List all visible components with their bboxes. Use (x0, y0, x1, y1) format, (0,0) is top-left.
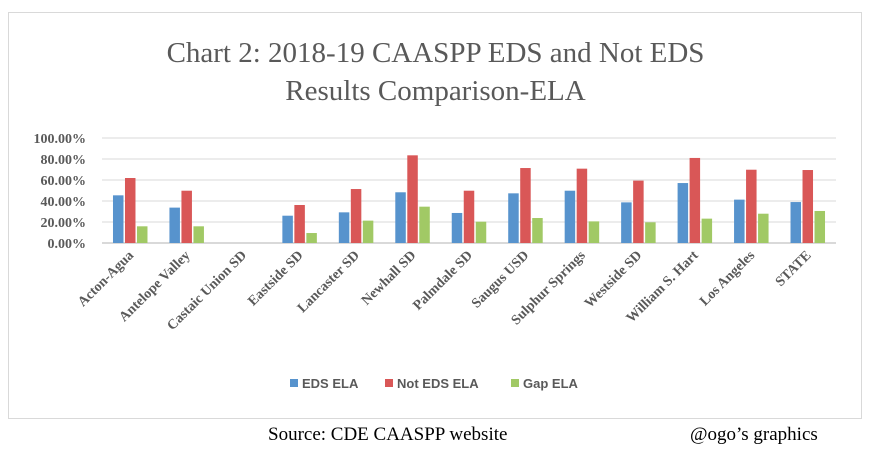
legend-label: EDS ELA (302, 376, 359, 391)
y-tick-label: 60.00% (41, 174, 87, 189)
bar-gap-ela (645, 222, 656, 243)
legend-swatch (290, 379, 298, 387)
bar-gap-ela (814, 210, 826, 243)
y-tick-label: 20.00% (41, 216, 87, 231)
bar-eds-ela (790, 202, 802, 243)
bar-eds-ela (564, 190, 576, 243)
chart-title: Chart 2: 2018-19 CAASPP EDS and Not EDS … (0, 34, 871, 110)
bar-gap-ela (362, 220, 374, 243)
bar-eds-ela (677, 183, 689, 243)
credit-note: @ogo’s graphics (690, 424, 818, 445)
bar-not-eds-ela (294, 204, 305, 243)
y-tick-label: 100.00% (34, 132, 87, 147)
x-tick-label: Acton-Agua (75, 248, 137, 310)
y-tick-label: 40.00% (41, 195, 87, 210)
bar-eds-ela (169, 207, 180, 243)
x-tick-label: STATE (773, 248, 815, 290)
x-tick-label: Los Angeles (697, 248, 758, 309)
bar-not-eds-ela (633, 180, 644, 243)
legend-label: Gap ELA (523, 376, 579, 391)
bar-gap-ela (588, 221, 600, 243)
bar-not-eds-ela (407, 155, 418, 243)
bar-not-eds-ela (181, 190, 192, 243)
bar-not-eds-ela (350, 189, 362, 243)
legend-swatch (385, 379, 393, 387)
bar-eds-ela (395, 192, 406, 243)
y-tick-label: 0.00% (48, 237, 87, 252)
bar-gap-ela (701, 218, 713, 243)
chart-frame (8, 12, 862, 419)
x-tick-label: Westside SD (582, 248, 645, 311)
bar-gap-ela (532, 218, 543, 243)
title-line-1: Chart 2: 2018-19 CAASPP EDS and Not EDS (166, 37, 705, 69)
x-tick-label: Saugus USD (469, 248, 532, 311)
bar-not-eds-ela (124, 178, 136, 243)
bar-eds-ela (112, 195, 124, 243)
bar-not-eds-ela (520, 168, 531, 243)
bar-eds-ela (282, 215, 293, 243)
bar-gap-ela (193, 226, 204, 243)
x-tick-label: Palmdale SD (410, 248, 475, 313)
title-line-2: Results Comparison-ELA (285, 75, 586, 107)
bar-not-eds-ela (463, 190, 475, 243)
x-tick-label: Newhall SD (359, 248, 419, 308)
bar-gap-ela (419, 206, 430, 243)
bar-gap-ela (306, 233, 317, 243)
bar-eds-ela (508, 193, 519, 243)
legend-swatch (511, 379, 519, 387)
bar-eds-ela (734, 199, 745, 243)
bar-not-eds-ela (746, 169, 757, 243)
y-tick-label: 80.00% (41, 153, 87, 168)
x-tick-label: Eastside SD (246, 248, 307, 309)
bar-gap-ela (758, 213, 769, 243)
bar-not-eds-ela (576, 168, 588, 243)
bar-not-eds-ela (802, 170, 814, 243)
bar-eds-ela (621, 202, 632, 243)
bar-not-eds-ela (689, 157, 701, 243)
bar-gap-ela (136, 226, 148, 243)
bar-eds-ela (338, 212, 350, 243)
bar-gap-ela (475, 221, 487, 243)
legend-label: Not EDS ELA (397, 376, 479, 391)
bar-eds-ela (451, 212, 463, 243)
source-note: Source: CDE CAASPP website (268, 424, 508, 445)
